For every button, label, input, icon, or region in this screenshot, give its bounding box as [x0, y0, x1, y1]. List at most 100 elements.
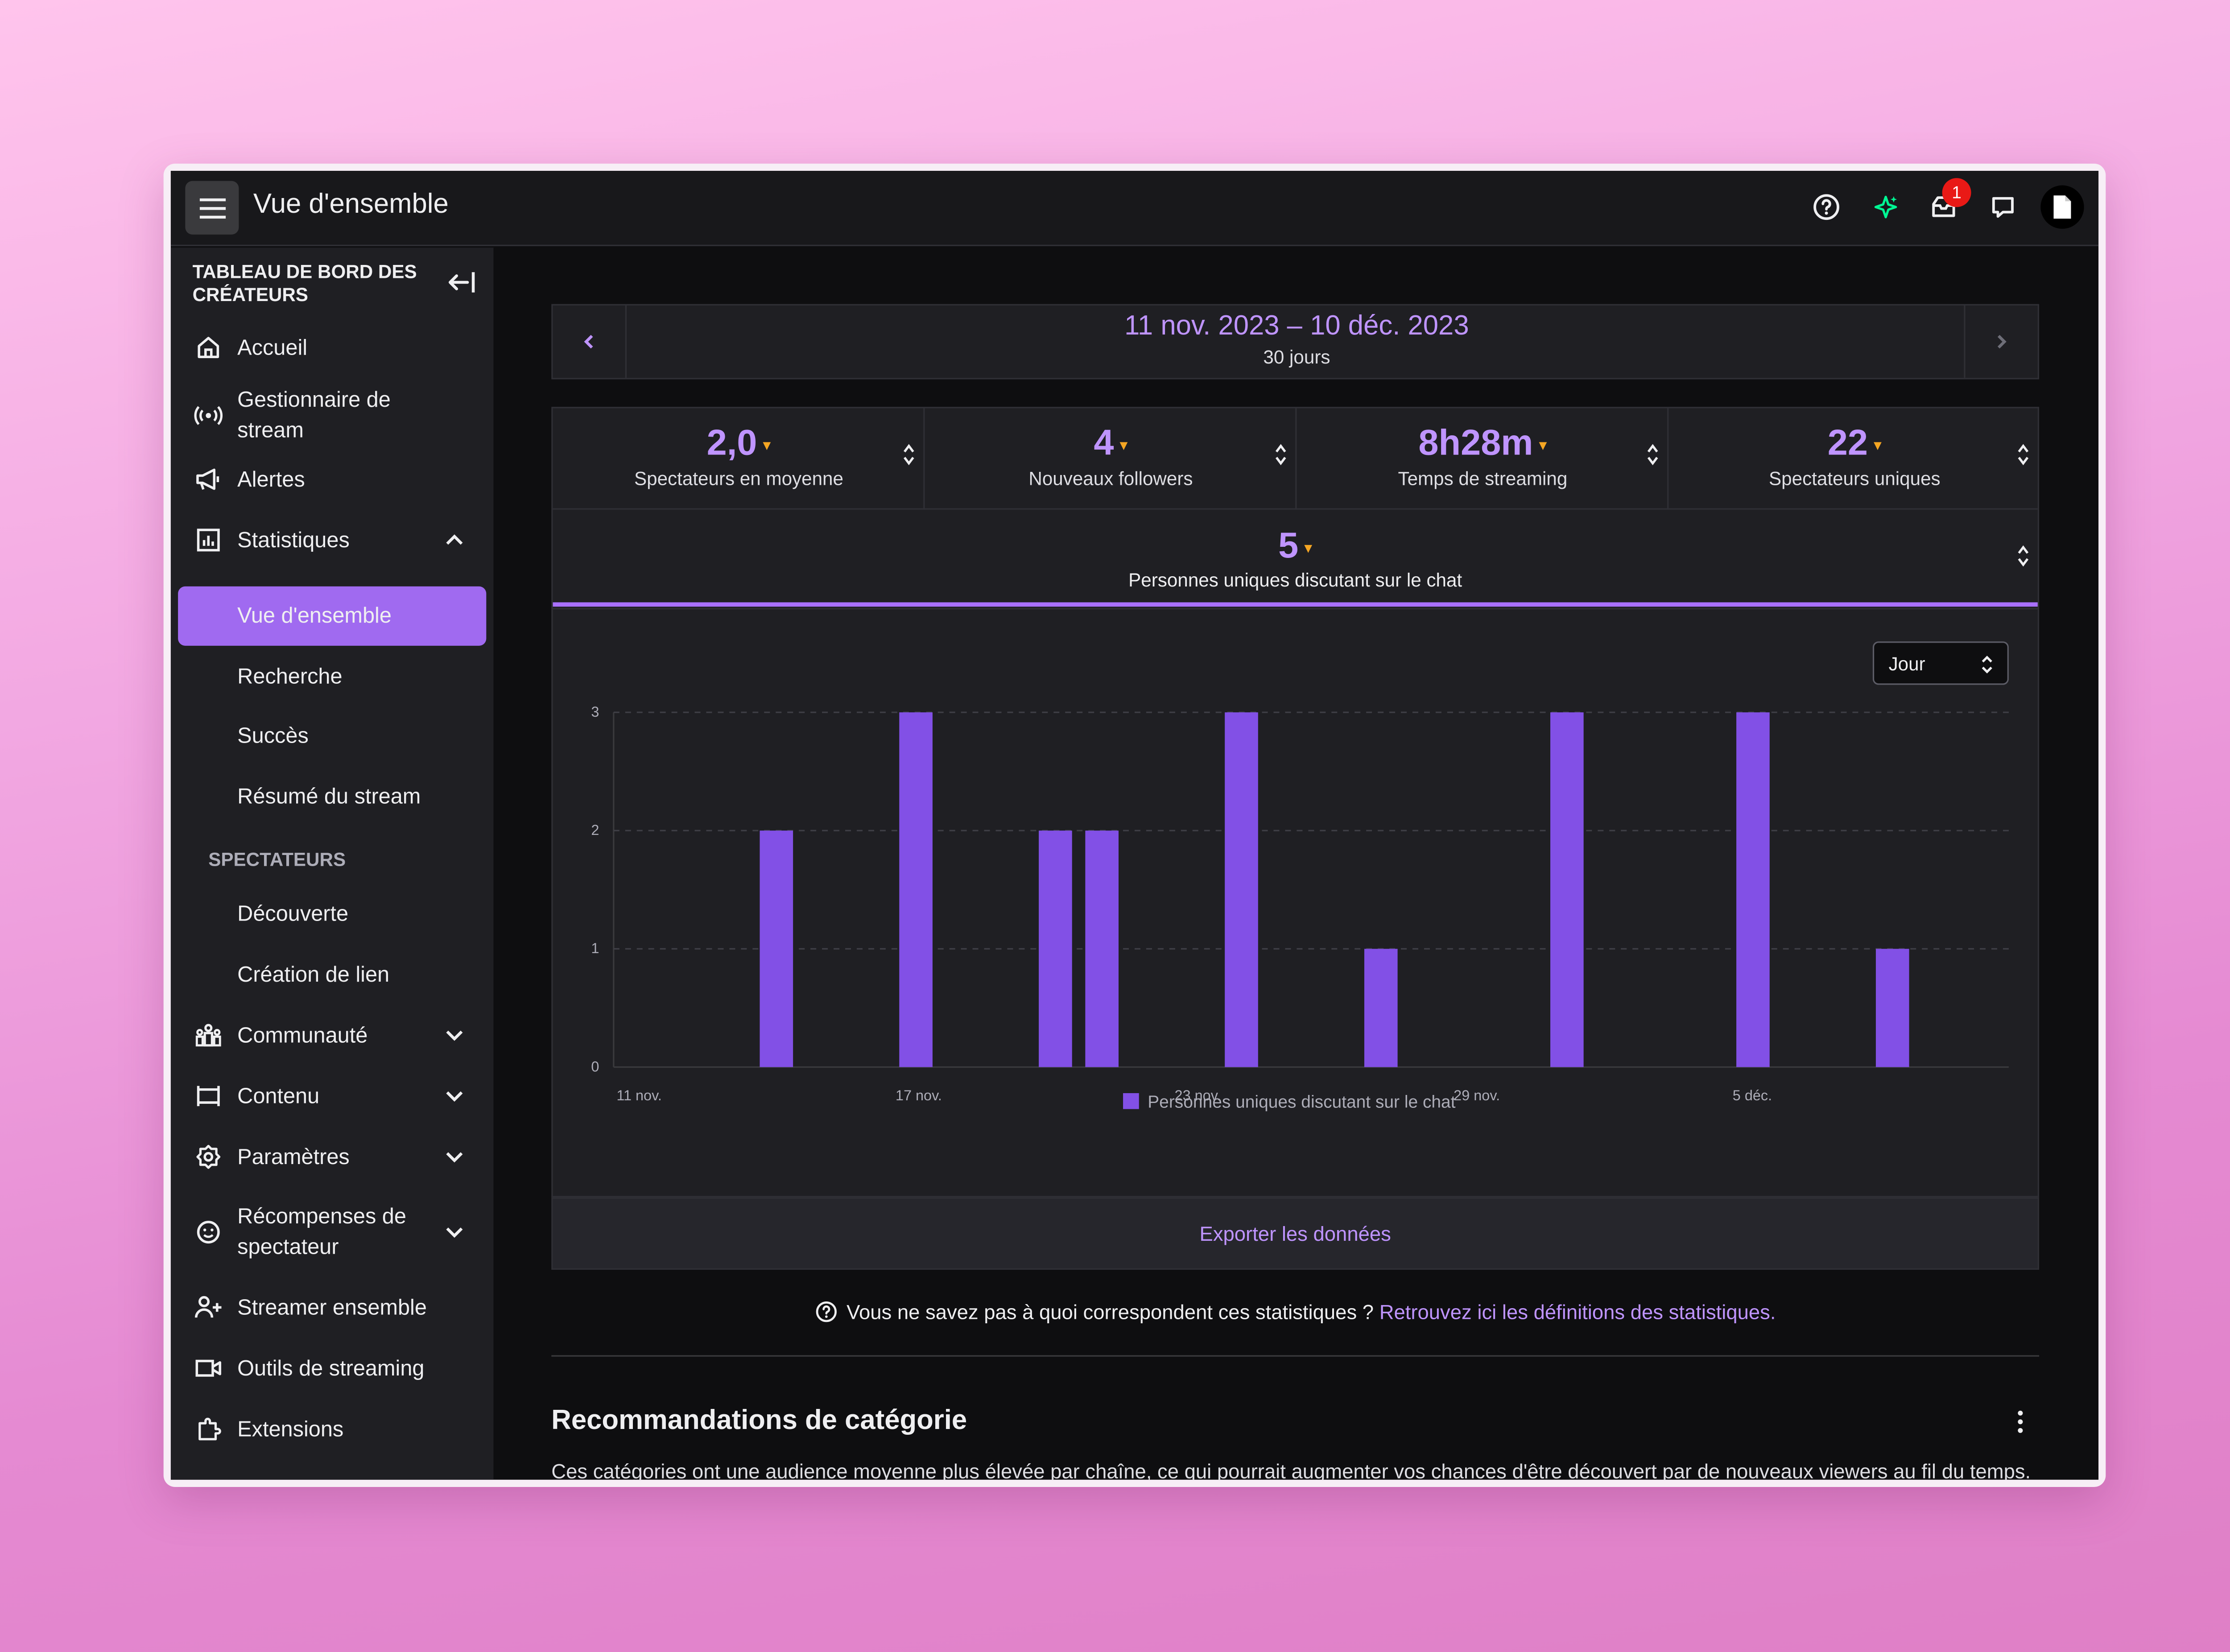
sidebar-item-label: Communauté — [237, 1023, 368, 1048]
chart-bar — [1364, 949, 1398, 1067]
y-tick-label: 0 — [591, 1058, 599, 1074]
sidebar-item-extensions[interactable]: Extensions — [171, 1399, 494, 1459]
sparkle-icon — [1874, 195, 1897, 219]
sidebar-item-resume[interactable]: Résumé du stream — [171, 768, 494, 827]
help-icon — [816, 1301, 837, 1322]
stats-icon — [194, 525, 223, 554]
date-range-label[interactable]: 11 nov. 2023 – 10 déc. 2023 — [1124, 311, 1469, 342]
stat-value-wrapper: 8h28m ▾ — [1297, 423, 1668, 465]
chart-bar — [1039, 830, 1072, 1067]
stat-label: Personnes uniques discutant sur le chat — [1128, 569, 1462, 591]
stat-card-unique-viewers[interactable]: 22 ▾ Spectateurs uniques — [1668, 408, 2038, 510]
recommendations-description: Ces catégories ont une audience moyenne … — [551, 1459, 2031, 1480]
y-tick-label: 3 — [591, 704, 599, 720]
chevron-down-icon — [446, 1227, 463, 1238]
sidebar-item-label: Outils de streaming — [237, 1356, 425, 1381]
caret-down-icon: ▾ — [1873, 437, 1882, 454]
stat-value: 22 — [1827, 422, 1868, 463]
date-range-selector: 11 nov. 2023 – 10 déc. 2023 30 jours — [551, 304, 2040, 380]
sidebar-item-label: Paramètres — [237, 1144, 350, 1169]
document-icon — [2053, 195, 2071, 219]
stat-card-new-followers[interactable]: 4 ▾ Nouveaux followers — [925, 408, 1297, 510]
sidebar-item-statistiques[interactable]: Statistiques — [171, 508, 494, 572]
add-user-icon — [194, 1293, 223, 1322]
sort-icon — [2018, 545, 2029, 567]
page-title: Vue d'ensemble — [253, 190, 449, 220]
help-text: Vous ne savez pas à quoi correspondent c… — [847, 1300, 1374, 1324]
top-bar: Vue d'ensemble 1 — [170, 171, 2099, 246]
whispers-button[interactable] — [1984, 188, 2022, 226]
menu-button[interactable] — [185, 181, 239, 235]
help-button[interactable] — [1808, 188, 1845, 226]
sidebar-item-recompenses[interactable]: Récompenses de spectateur — [171, 1187, 494, 1277]
chevron-down-icon — [446, 1152, 463, 1163]
x-tick-label: 17 nov. — [896, 1087, 942, 1103]
sidebar-item-streamer-ensemble[interactable]: Streamer ensemble — [171, 1277, 494, 1338]
sidebar-item-outils[interactable]: Outils de streaming — [171, 1338, 494, 1399]
chevron-up-icon — [446, 534, 463, 545]
x-tick-label: 11 nov. — [616, 1087, 662, 1103]
sidebar-item-decouverte[interactable]: Découverte — [171, 884, 494, 944]
sidebar-item-label: Contenu — [237, 1083, 320, 1109]
sidebar-item-succes[interactable]: Succès — [171, 706, 494, 766]
chart-bar — [760, 830, 793, 1067]
stat-value-wrapper: 5 ▾ — [553, 525, 2038, 567]
sidebar-header: TABLEAU DE BORD DES CRÉATEURS — [192, 260, 417, 306]
rewards-icon — [194, 1218, 223, 1247]
sidebar-item-contenu[interactable]: Contenu — [171, 1066, 494, 1126]
dashboard-app: Vue d'ensemble 1 TABLEAU DE BORD DES CRÉ… — [170, 171, 2099, 1480]
stat-value-wrapper: 2,0 ▾ — [553, 423, 925, 465]
sidebar-item-label: Extensions — [237, 1417, 344, 1441]
chat-bubble-icon — [1992, 197, 2014, 218]
export-data-button[interactable]: Exporter les données — [551, 1197, 2040, 1270]
sidebar-item-creation-lien[interactable]: Création de lien — [171, 946, 494, 1005]
sidebar-item-label: Vue d'ensemble — [237, 603, 392, 628]
caret-down-icon: ▾ — [1539, 437, 1547, 454]
sidebar-item-vue-ensemble[interactable]: Vue d'ensemble — [171, 586, 494, 646]
sidebar-item-recherche[interactable]: Recherche — [171, 647, 494, 706]
granularity-select[interactable]: Jour — [1872, 641, 2009, 685]
legend-label: Personnes uniques discutant sur le chat — [1148, 1092, 1456, 1111]
stat-label: Spectateurs uniques — [1769, 467, 1941, 490]
recommendations-title: Recommandations de catégorie — [551, 1406, 967, 1437]
more-options-icon[interactable] — [2013, 1409, 2028, 1435]
sidebar-item-alertes[interactable]: Alertes — [171, 447, 494, 511]
sidebar-item-accueil[interactable]: Accueil — [171, 326, 494, 369]
stat-card-stream-time[interactable]: 8h28m ▾ Temps de streaming — [1297, 408, 1669, 510]
legend-swatch — [1123, 1093, 1139, 1109]
next-period-button[interactable] — [1964, 305, 2037, 378]
collapse-sidebar-icon[interactable] — [446, 268, 477, 297]
previous-period-button[interactable] — [553, 305, 627, 378]
sidebar-item-label: Accueil — [237, 335, 308, 360]
stat-label: Temps de streaming — [1398, 467, 1568, 490]
stat-value: 5 — [1278, 525, 1299, 566]
chart-bar — [899, 712, 933, 1067]
stats-help-line: Vous ne savez pas à quoi correspondent c… — [551, 1300, 2039, 1323]
sidebar-item-label: Résumé du stream — [237, 785, 421, 809]
sidebar-item-parametres[interactable]: Paramètres — [171, 1127, 494, 1187]
sidebar-item-label: Alertes — [237, 467, 305, 492]
caret-down-icon: ▾ — [763, 437, 771, 454]
user-avatar[interactable] — [2040, 185, 2084, 229]
date-range-duration: 30 jours — [1263, 346, 1330, 368]
stat-label: Spectateurs en moyenne — [634, 467, 844, 490]
content-icon — [194, 1082, 223, 1111]
stat-card-avg-viewers[interactable]: 2,0 ▾ Spectateurs en moyenne — [553, 408, 925, 510]
sparkle-button[interactable] — [1867, 188, 1904, 226]
stats-definitions-link[interactable]: Retrouvez ici les définitions des statis… — [1379, 1300, 1776, 1324]
sidebar-item-gestionnaire[interactable]: Gestionnaire de stream — [171, 384, 494, 447]
sidebar-item-label: Création de lien — [237, 962, 390, 987]
help-icon — [1813, 194, 1839, 220]
chart-bar — [1225, 712, 1258, 1067]
chart-bar — [1875, 949, 1909, 1067]
chart-bar — [1736, 712, 1770, 1067]
sort-icon — [1647, 444, 1658, 466]
select-arrows-icon — [1982, 656, 1992, 673]
active-nav-highlight — [178, 586, 487, 646]
stat-value: 8h28m — [1418, 422, 1533, 463]
stat-card-unique-chatters[interactable]: 5 ▾ Personnes uniques discutant sur le ch… — [553, 510, 2038, 607]
sidebar-item-communaute[interactable]: Communauté — [171, 1005, 494, 1066]
stats-summary: 2,0 ▾ Spectateurs en moyenne 4 ▾ Nouveaux … — [551, 407, 2040, 610]
chevron-down-icon — [446, 1091, 463, 1102]
